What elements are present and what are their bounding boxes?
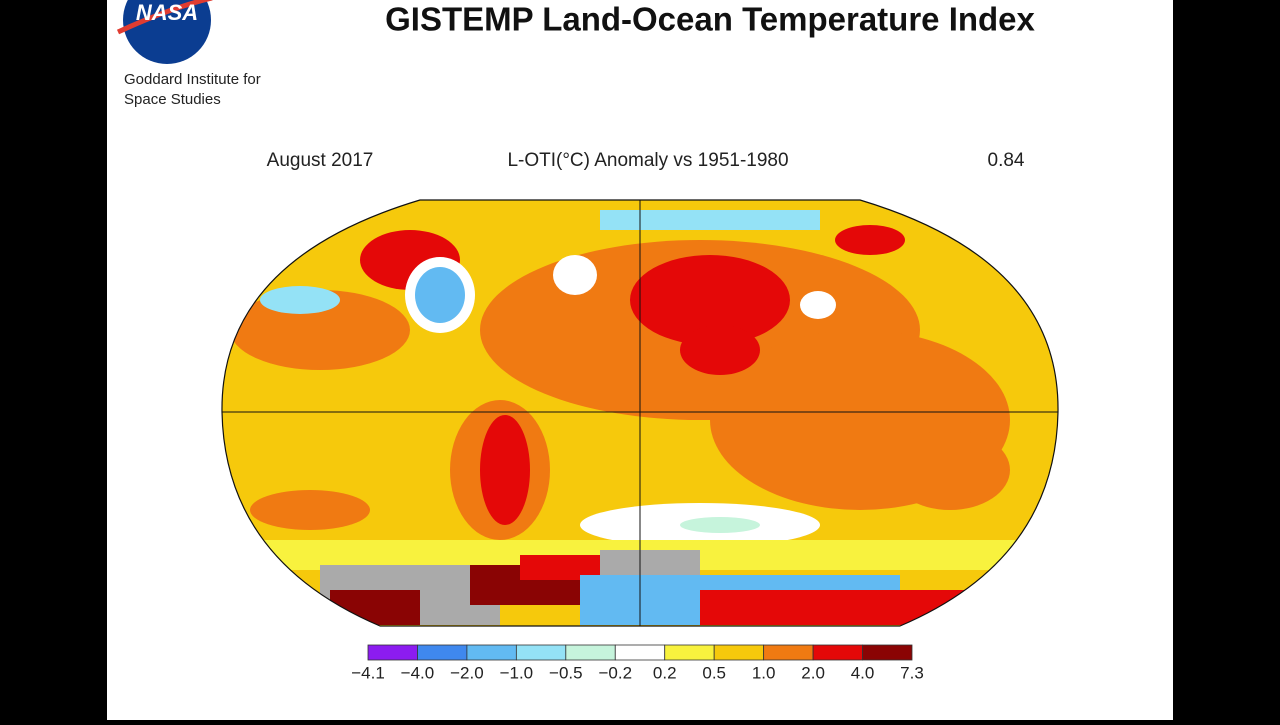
global-mean: 0.84 [988, 150, 1025, 171]
colorbar-label: 2.0 [801, 663, 825, 682]
colorbar-label: −1.0 [500, 663, 534, 682]
map-subtitle: L-OTI(°C) Anomaly vs 1951-1980 [507, 150, 788, 171]
institute: Space Studies [124, 91, 221, 108]
anomaly-map [221, 200, 1059, 626]
map-date: August 2017 [267, 150, 374, 171]
colorbar: −4.1 −4.0 −2.0 −1.0 −0.5 −0.2 0.2 0.5 1.0 2.0 4.0 7… [351, 644, 924, 682]
colorbar-label: −4.1 [351, 663, 385, 682]
colorbar-bin [664, 644, 715, 661]
colorbar-bin [763, 644, 814, 661]
colorbar-label: −4.0 [401, 663, 435, 682]
map-outline [221, 199, 1059, 627]
colorbar-label: −0.2 [598, 663, 632, 682]
nasa-logo [123, 0, 211, 64]
title: GISTEMP Land-Ocean Temperature Index [385, 1, 1035, 38]
slide: NASA Goddard Institute for Space Studies… [107, 0, 1173, 720]
colorbar-label: 0.2 [653, 663, 677, 682]
colorbar-bin [862, 644, 913, 661]
colorbar-bin [417, 644, 468, 661]
colorbar-label: 1.0 [752, 663, 776, 682]
colorbar-bin [713, 644, 765, 661]
colorbar-bin [367, 644, 418, 661]
institute: Goddard Institute for [124, 71, 261, 88]
colorbar-label: 4.0 [851, 663, 875, 682]
colorbar-bin [812, 644, 863, 661]
colorbar-label: 0.5 [702, 663, 726, 682]
colorbar-label: 7.3 [900, 663, 924, 682]
colorbar-bin [614, 644, 666, 661]
colorbar-bin [515, 644, 567, 661]
colorbar-bin [565, 644, 616, 661]
colorbar-bin [466, 644, 517, 661]
logo-text: NASA [136, 0, 198, 25]
colorbar-label: −2.0 [450, 663, 484, 682]
logo-swoosh [116, 0, 213, 35]
figure: NASA Goddard Institute for Space Studies… [116, 0, 1059, 682]
colorbar-label: −0.5 [549, 663, 583, 682]
